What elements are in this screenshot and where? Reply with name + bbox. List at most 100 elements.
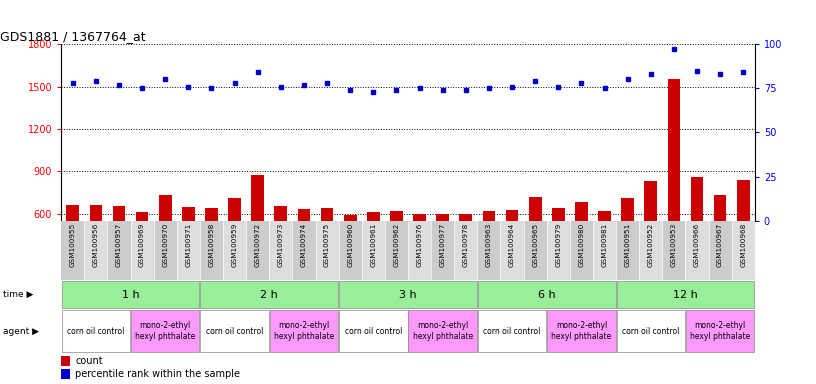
Bar bbox=[685, 221, 708, 280]
Text: corn oil control: corn oil control bbox=[622, 327, 680, 336]
Bar bbox=[455, 221, 477, 280]
Bar bbox=[529, 197, 542, 221]
Bar bbox=[482, 211, 495, 221]
Text: GSM100976: GSM100976 bbox=[416, 223, 423, 267]
Bar bbox=[593, 221, 616, 280]
Text: GSM100969: GSM100969 bbox=[139, 223, 145, 267]
Bar bbox=[269, 221, 292, 280]
Bar bbox=[131, 310, 199, 352]
Text: corn oil control: corn oil control bbox=[206, 327, 264, 336]
Text: 3 h: 3 h bbox=[399, 290, 417, 300]
Bar bbox=[690, 177, 703, 221]
Bar bbox=[409, 310, 477, 352]
Bar bbox=[270, 310, 338, 352]
Bar bbox=[321, 208, 334, 221]
Text: GSM100964: GSM100964 bbox=[509, 223, 515, 267]
Bar bbox=[639, 221, 663, 280]
Bar bbox=[201, 310, 268, 352]
Bar bbox=[62, 310, 130, 352]
Bar bbox=[61, 356, 70, 366]
Bar bbox=[177, 221, 200, 280]
Text: GSM100952: GSM100952 bbox=[648, 223, 654, 267]
Bar bbox=[478, 310, 546, 352]
Bar bbox=[737, 180, 750, 221]
Bar bbox=[367, 212, 379, 221]
Text: count: count bbox=[75, 356, 103, 366]
Bar bbox=[292, 221, 316, 280]
Bar bbox=[344, 215, 357, 221]
Bar bbox=[108, 221, 131, 280]
Bar bbox=[547, 221, 570, 280]
Text: GSM100962: GSM100962 bbox=[393, 223, 400, 267]
Text: corn oil control: corn oil control bbox=[483, 327, 541, 336]
Bar bbox=[131, 221, 153, 280]
Bar bbox=[159, 195, 171, 221]
Text: GSM100955: GSM100955 bbox=[69, 223, 76, 267]
Bar bbox=[205, 208, 218, 221]
Bar bbox=[686, 310, 754, 352]
Bar bbox=[732, 221, 755, 280]
Text: corn oil control: corn oil control bbox=[344, 327, 402, 336]
Text: 12 h: 12 h bbox=[673, 290, 698, 300]
Bar bbox=[570, 221, 593, 280]
Text: GSM100953: GSM100953 bbox=[671, 223, 677, 267]
Bar bbox=[714, 195, 726, 221]
Text: agent ▶: agent ▶ bbox=[3, 327, 39, 336]
Text: percentile rank within the sample: percentile rank within the sample bbox=[75, 369, 240, 379]
Bar bbox=[246, 221, 269, 280]
Text: mono-2-ethyl
hexyl phthalate: mono-2-ethyl hexyl phthalate bbox=[135, 321, 195, 341]
Bar bbox=[667, 79, 681, 221]
Text: GSM100968: GSM100968 bbox=[740, 223, 747, 267]
Text: GSM100966: GSM100966 bbox=[694, 223, 700, 267]
Text: 1 h: 1 h bbox=[122, 290, 140, 300]
Text: 6 h: 6 h bbox=[538, 290, 556, 300]
Text: GSM100961: GSM100961 bbox=[370, 223, 376, 267]
Text: GSM100960: GSM100960 bbox=[347, 223, 353, 267]
Text: GSM100973: GSM100973 bbox=[277, 223, 284, 267]
Bar bbox=[66, 205, 79, 221]
Text: GSM100963: GSM100963 bbox=[486, 223, 492, 267]
Bar bbox=[223, 221, 246, 280]
Bar bbox=[621, 198, 634, 221]
Bar bbox=[708, 221, 732, 280]
Text: GSM100957: GSM100957 bbox=[116, 223, 122, 267]
Bar bbox=[135, 212, 149, 221]
Bar bbox=[201, 281, 338, 308]
Bar bbox=[113, 205, 126, 221]
Bar bbox=[316, 221, 339, 280]
Bar bbox=[361, 221, 385, 280]
Text: mono-2-ethyl
hexyl phthalate: mono-2-ethyl hexyl phthalate bbox=[274, 321, 334, 341]
Bar bbox=[408, 221, 431, 280]
Text: GSM100951: GSM100951 bbox=[624, 223, 631, 267]
Text: GSM100980: GSM100980 bbox=[579, 223, 584, 267]
Text: GDS1881 / 1367764_at: GDS1881 / 1367764_at bbox=[0, 30, 145, 43]
Bar bbox=[459, 214, 472, 221]
Text: GSM100972: GSM100972 bbox=[255, 223, 261, 267]
Text: GSM100975: GSM100975 bbox=[324, 223, 330, 267]
Text: GSM100979: GSM100979 bbox=[555, 223, 561, 267]
Bar bbox=[90, 205, 102, 221]
Text: mono-2-ethyl
hexyl phthalate: mono-2-ethyl hexyl phthalate bbox=[690, 321, 750, 341]
Text: GSM100965: GSM100965 bbox=[532, 223, 539, 267]
Text: mono-2-ethyl
hexyl phthalate: mono-2-ethyl hexyl phthalate bbox=[552, 321, 611, 341]
Bar bbox=[61, 369, 70, 379]
Bar bbox=[228, 198, 241, 221]
Bar bbox=[62, 281, 199, 308]
Bar bbox=[390, 211, 403, 221]
Bar bbox=[616, 221, 639, 280]
Bar bbox=[431, 221, 455, 280]
Bar bbox=[385, 221, 408, 280]
Bar bbox=[182, 207, 195, 221]
Text: 2 h: 2 h bbox=[260, 290, 278, 300]
Bar bbox=[548, 310, 615, 352]
Bar bbox=[552, 209, 565, 221]
Text: time ▶: time ▶ bbox=[3, 290, 33, 299]
Bar bbox=[575, 202, 588, 221]
Bar bbox=[437, 214, 449, 221]
Bar bbox=[598, 211, 611, 221]
Text: corn oil control: corn oil control bbox=[67, 327, 125, 336]
Text: GSM100958: GSM100958 bbox=[208, 223, 215, 267]
Bar bbox=[506, 210, 518, 221]
Bar bbox=[339, 221, 361, 280]
Bar bbox=[84, 221, 108, 280]
